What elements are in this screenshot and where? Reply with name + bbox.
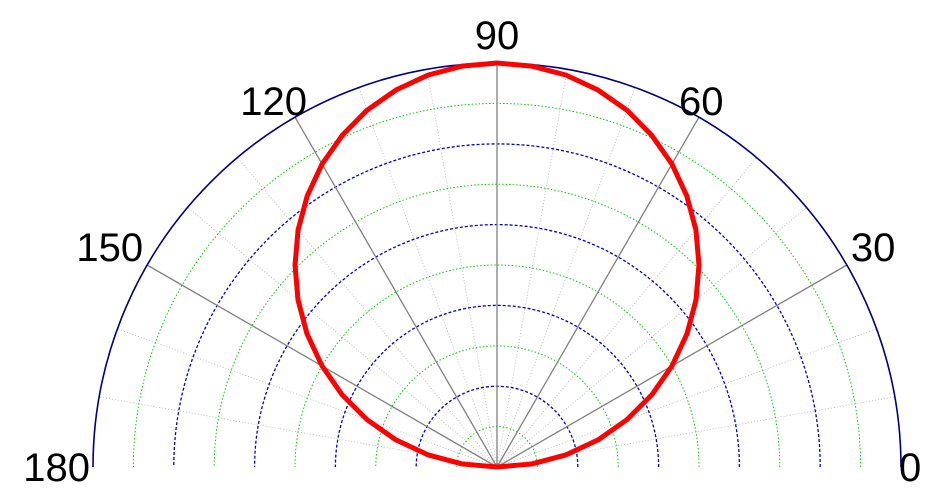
angle-labels: 0 30 60 90 120 150 180 [23, 14, 921, 489]
angle-tick-label: 0 [899, 446, 921, 489]
angle-tick-label: 120 [240, 80, 307, 124]
minor-spoke [188, 207, 497, 467]
major-spoke [497, 117, 699, 467]
angle-tick-label: 90 [475, 14, 520, 58]
angle-tick-label: 150 [76, 226, 143, 270]
angle-tick-label: 60 [679, 80, 724, 124]
minor-spoke [359, 87, 497, 467]
polar-grid [93, 63, 901, 467]
angle-tick-label: 180 [23, 446, 90, 489]
angle-tick-label: 30 [851, 226, 896, 270]
major-spoke [295, 117, 497, 467]
